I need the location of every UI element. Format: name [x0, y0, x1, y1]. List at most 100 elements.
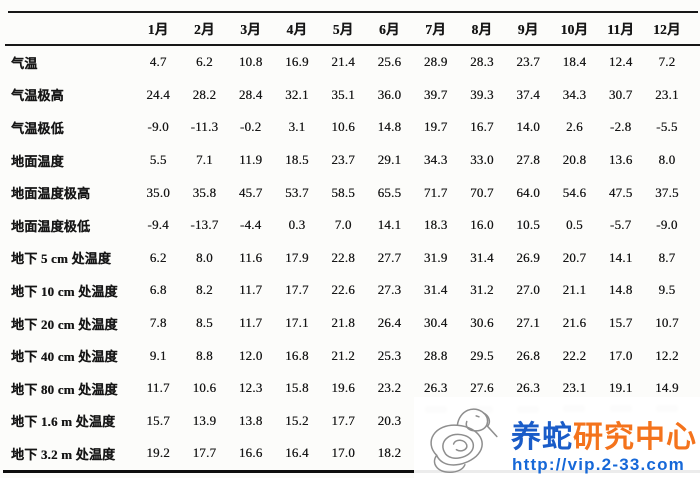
value-cell: 39.3 [470, 86, 494, 102]
month-header-cell: 3月 [240, 22, 261, 37]
table-row: 地下 10 cm 处温度 6.8 8.2 11.7 17.7 22.6 27.3 31.4 31… [10, 274, 690, 307]
value-cell: 14.9 [655, 380, 679, 396]
value-cell: 23.1 [655, 86, 679, 102]
value-cell: 15.8 [285, 380, 309, 396]
table-row: 气温 4.7 6.2 10.8 16.9 21.4 25.6 28.9 28.3 23.7 18.4… [10, 46, 690, 79]
value-cell: 21.4 [331, 54, 355, 70]
value-cell: 31.4 [470, 249, 494, 265]
value-cell: 20.8 [562, 152, 587, 168]
value-cell: 39.7 [423, 86, 448, 102]
value-cell: 8.0 [195, 249, 213, 265]
value-cell: 14.8 [377, 119, 402, 135]
value-cell: 27.1 [516, 315, 540, 331]
month-header-row: 1月 2月 3月 4月 5月 6月 7月 8月 9月 10月 11月 12月 [10, 12, 690, 44]
value-cell: 27.8 [516, 152, 540, 168]
value-cell: 64.0 [516, 184, 540, 200]
value-cell: 17.7 [285, 282, 309, 298]
value-cell: 10.7 [655, 315, 679, 331]
value-cell: 30.7 [608, 86, 633, 102]
row-label: 气温极高 [11, 88, 64, 104]
month-header-cell: 4月 [286, 22, 308, 37]
row-label: 地下 1.6 m 处温度 [11, 414, 116, 430]
snake-logo-icon [430, 408, 498, 474]
month-header-cell: 7月 [425, 22, 446, 37]
header-divider-rule [5, 44, 700, 46]
value-cell: 10.6 [192, 380, 217, 396]
value-cell: 21.6 [562, 315, 587, 331]
value-cell: 12.4 [608, 54, 633, 70]
value-cell: 26.3 [423, 380, 448, 396]
value-cell: 18.4 [562, 54, 587, 70]
value-cell: 65.5 [377, 184, 402, 200]
month-header-cell: 12月 [653, 22, 681, 37]
value-cell: 19.7 [423, 119, 448, 135]
value-cell: 27.3 [377, 282, 402, 298]
value-cell: 23.1 [562, 380, 587, 396]
value-cell: 14.1 [608, 249, 633, 265]
value-cell: 16.8 [285, 347, 309, 363]
table-row: 地下 1.6 m 处温度 15.7 13.9 13.8 15.2 17.7 20.3 [10, 405, 690, 438]
value-cell: 11.7 [239, 315, 263, 331]
row-label: 气温极低 [11, 120, 64, 136]
value-cell: 10.8 [238, 54, 263, 70]
month-header-cell: 5月 [332, 22, 354, 37]
value-cell: -5.5 [656, 119, 678, 135]
value-cell: 10.6 [331, 119, 355, 135]
value-cell: 8.2 [195, 282, 213, 298]
value-cell: 7.1 [195, 152, 213, 168]
value-cell: 27.6 [470, 380, 494, 396]
value-cell: 9.1 [149, 347, 167, 363]
value-cell: 22.6 [331, 282, 355, 298]
value-cell: 16.7 [470, 119, 494, 135]
value-cell: 36.0 [377, 86, 402, 102]
value-cell: 71.7 [423, 184, 448, 200]
value-cell: 13.6 [608, 152, 633, 168]
value-cell: 34.3 [562, 86, 587, 102]
value-cell: 6.2 [195, 54, 213, 70]
table-body: 气温 4.7 6.2 10.8 16.9 21.4 25.6 28.9 28.3 23.7 18.4… [10, 46, 690, 470]
month-header-cell: 10月 [560, 22, 589, 37]
value-cell: 23.7 [331, 152, 355, 168]
value-cell: 11.6 [239, 249, 263, 265]
table-row: 地面温度极低 -9.4 -13.7 -4.4 0.3 7.0 14.1 18.3 16.0 10.… [10, 209, 690, 242]
value-cell: 28.9 [423, 54, 448, 70]
value-cell: 35.1 [331, 86, 355, 102]
value-cell: 53.7 [285, 184, 309, 200]
value-cell: 10.5 [516, 217, 540, 233]
row-label: 地面温度 [11, 153, 64, 169]
value-cell: -9.0 [147, 119, 169, 135]
value-cell: 18.3 [423, 217, 448, 233]
value-cell: 8.8 [195, 347, 213, 363]
value-cell: 11.9 [239, 152, 263, 168]
watermark: 养蛇研究中心 http://vip.2-33.com [414, 397, 700, 478]
month-header-cell: 6月 [379, 22, 400, 37]
value-cell: 37.5 [655, 184, 679, 200]
value-cell: 2.6 [565, 119, 583, 135]
value-cell: 21.1 [562, 282, 587, 298]
value-cell: 33.0 [470, 152, 494, 168]
table-row: 地下 40 cm 处温度 9.1 8.8 12.0 16.8 21.2 25.3 28.8 29… [10, 339, 690, 372]
value-cell: 27.7 [377, 249, 402, 265]
value-cell: -9.4 [147, 217, 169, 233]
value-cell: 58.5 [331, 184, 355, 200]
value-cell: 14.8 [608, 282, 633, 298]
value-cell: 19.6 [331, 380, 355, 396]
value-cell: 28.2 [192, 86, 217, 102]
value-cell: 24.4 [146, 86, 170, 102]
watermark-title-orange: 研究中心 [573, 421, 697, 454]
value-cell: 32.1 [285, 86, 309, 102]
value-cell: 8.7 [658, 249, 676, 265]
row-label: 地下 10 cm 处温度 [11, 283, 118, 299]
value-cell: 26.9 [516, 249, 540, 265]
value-cell: 18.5 [285, 152, 309, 168]
value-cell: 35.8 [192, 184, 217, 200]
value-cell: 15.7 [146, 412, 170, 428]
value-cell: 18.2 [377, 445, 402, 461]
value-cell: 22.2 [562, 347, 587, 363]
value-cell: 31.4 [423, 282, 448, 298]
table-bottom-rule [3, 470, 700, 473]
value-cell: 22.8 [331, 249, 355, 265]
row-label: 地下 5 cm 处温度 [11, 251, 112, 267]
value-cell: 17.7 [331, 412, 355, 428]
